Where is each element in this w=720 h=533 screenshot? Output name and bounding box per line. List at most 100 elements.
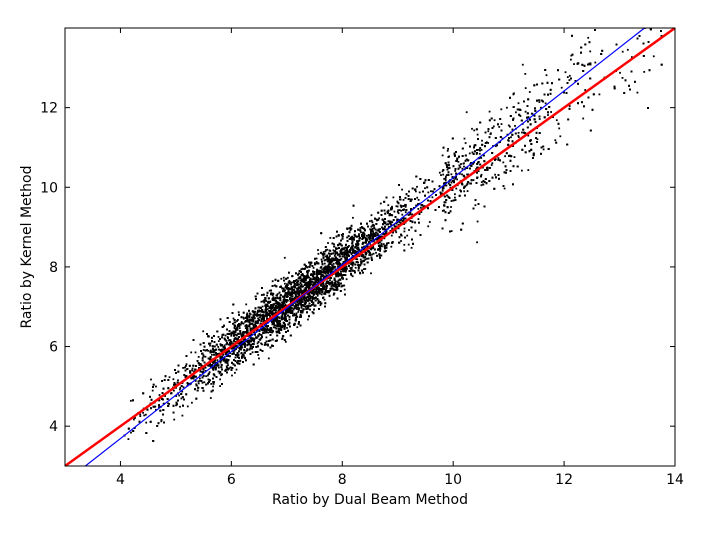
scatter-point (399, 209, 401, 211)
scatter-point (239, 327, 241, 329)
scatter-point (547, 114, 549, 116)
scatter-point (489, 111, 491, 113)
scatter-point (209, 371, 211, 373)
scatter-point (159, 394, 161, 396)
scatter-point (627, 49, 629, 51)
scatter-point (464, 138, 466, 140)
scatter-point (231, 375, 233, 377)
scatter-point (481, 184, 483, 186)
scatter-point (360, 231, 362, 233)
scatter-point (501, 123, 503, 125)
scatter-point (408, 214, 410, 216)
scatter-point (477, 134, 479, 136)
scatter-point (424, 187, 426, 189)
scatter-point (209, 345, 211, 347)
scatter-point (550, 111, 552, 113)
scatter-point (405, 211, 407, 213)
scatter-point (177, 379, 179, 381)
scatter-point (376, 219, 378, 221)
scatter-point (225, 335, 227, 337)
scatter-point (266, 337, 268, 339)
scatter-point (190, 352, 192, 354)
scatter-point (130, 432, 132, 434)
scatter-point (418, 218, 420, 220)
scatter-point (504, 155, 506, 157)
scatter-point (202, 357, 204, 359)
scatter-point (494, 119, 496, 121)
scatter-point (477, 221, 479, 223)
scatter-point (286, 283, 288, 285)
scatter-point (521, 170, 523, 172)
scatter-point (525, 111, 527, 113)
scatter-point (218, 340, 220, 342)
scatter-point (469, 153, 471, 155)
scatter-point (427, 225, 429, 227)
scatter-point (411, 247, 413, 249)
scatter-point (451, 182, 453, 184)
scatter-point (280, 326, 282, 328)
scatter-point (374, 248, 376, 250)
scatter-point (321, 294, 323, 296)
scatter-point (463, 166, 465, 168)
scatter-point (234, 372, 236, 374)
scatter-point (554, 139, 556, 141)
scatter-point (497, 159, 499, 161)
scatter-point (518, 132, 520, 134)
scatter-point (463, 162, 465, 164)
scatter-point (273, 326, 275, 328)
scatter-point (619, 72, 621, 74)
scatter-point (569, 79, 571, 81)
scatter-point (130, 400, 132, 402)
scatter-point (565, 71, 567, 73)
scatter-point (569, 75, 571, 77)
scatter-point (145, 414, 147, 416)
scatter-point (371, 220, 373, 222)
scatter-point (473, 130, 475, 132)
scatter-point (446, 174, 448, 176)
scatter-point (145, 422, 147, 424)
scatter-point (394, 226, 396, 228)
scatter-point (210, 397, 212, 399)
scatter-point (366, 258, 368, 260)
scatter-point (324, 299, 326, 301)
scatter-point (356, 258, 358, 260)
scatter-point (405, 206, 407, 208)
scatter-point (491, 162, 493, 164)
scatter-point (531, 113, 533, 115)
scatter-point (238, 311, 240, 313)
scatter-point (567, 76, 569, 78)
scatter-point (418, 199, 420, 201)
scatter-point (195, 352, 197, 354)
scatter-point (375, 252, 377, 254)
scatter-point (236, 320, 238, 322)
scatter-point (272, 280, 274, 282)
scatter-point (284, 257, 286, 259)
scatter-point (230, 334, 232, 336)
scatter-point (393, 197, 395, 199)
scatter-point (219, 379, 221, 381)
scatter-point (396, 205, 398, 207)
scatter-point (178, 395, 180, 397)
scatter-point (506, 107, 508, 109)
scatter-point (320, 304, 322, 306)
scatter-point (346, 268, 348, 270)
scatter-point (244, 321, 246, 323)
scatter-point (514, 156, 516, 158)
scatter-point (252, 351, 254, 353)
scatter-point (352, 217, 354, 219)
scatter-point (589, 51, 591, 53)
scatter-point (217, 359, 219, 361)
scatter-point (329, 279, 331, 281)
scatter-point (637, 92, 639, 94)
scatter-point (653, 55, 655, 57)
scatter-point (518, 102, 520, 104)
scatter-point (205, 375, 207, 377)
scatter-point (265, 300, 267, 302)
scatter-point (461, 174, 463, 176)
scatter-point (329, 255, 331, 257)
scatter-point (377, 219, 379, 221)
scatter-point (391, 235, 393, 237)
scatter-point (561, 87, 563, 89)
scatter-point (456, 179, 458, 181)
scatter-point (298, 307, 300, 309)
